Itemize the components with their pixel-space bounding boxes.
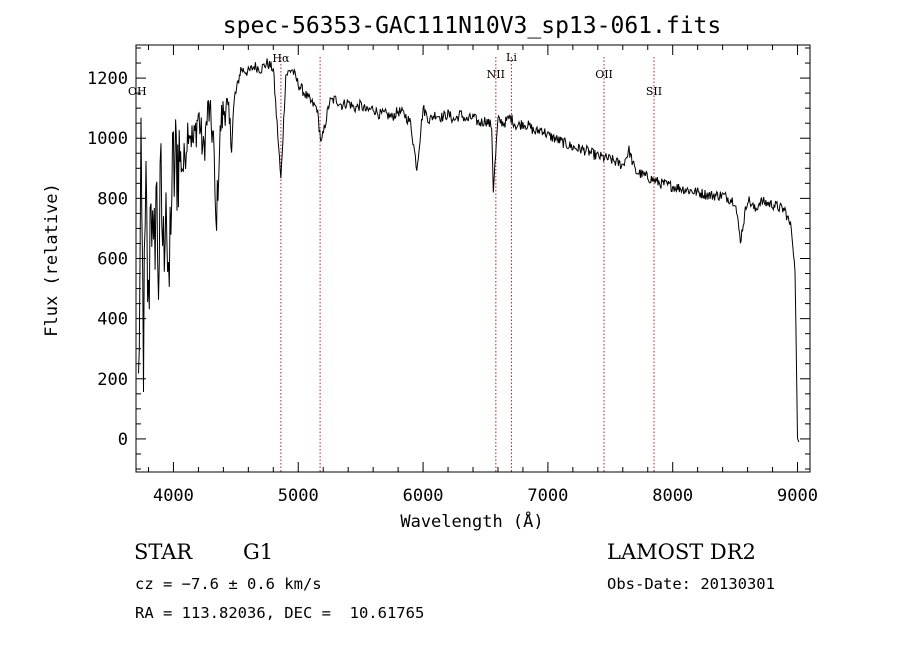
x-tick-label: 6000 — [403, 486, 444, 506]
coordinates-readout: RA = 113.82036, DEC = 10.61765 — [135, 604, 425, 622]
reference-line-label: Hα — [272, 52, 290, 65]
y-tick-label: 800 — [97, 189, 128, 209]
reference-line-label: NII — [487, 68, 505, 81]
y-tick-label: 400 — [97, 310, 128, 330]
y-tick-label: 1200 — [87, 69, 128, 89]
x-tick-label: 4000 — [153, 486, 194, 506]
spectrum-series-line — [138, 58, 800, 443]
x-tick-label: 7000 — [527, 486, 568, 506]
y-tick-labels: 0 200 400 600 800 1000 1200 — [87, 69, 128, 450]
redshift-readout: cz = −7.6 ± 0.6 km/s — [135, 575, 322, 593]
x-tick-labels: 4000 5000 6000 7000 8000 9000 — [153, 486, 818, 506]
reference-line-label: Li — [506, 51, 517, 64]
axis-ticks — [136, 45, 810, 472]
edge-line-label: OH — [128, 85, 147, 98]
y-axis-label: Flux (relative) — [42, 183, 62, 337]
data-release: LAMOST DR2 — [607, 540, 756, 564]
x-tick-label: 9000 — [777, 486, 818, 506]
reference-lines — [280, 57, 655, 472]
x-tick-label: 5000 — [278, 486, 319, 506]
observation-date: Obs-Date: 20130301 — [607, 575, 775, 593]
chart-title: spec-56353-GAC111N10V3_sp13-061.fits — [223, 13, 722, 39]
reference-line-label: OII — [595, 68, 613, 81]
y-tick-label: 600 — [97, 250, 128, 270]
y-tick-label: 1000 — [87, 129, 128, 149]
y-tick-label: 0 — [118, 430, 128, 450]
x-tick-label: 8000 — [652, 486, 693, 506]
reference-line-label: SII — [646, 85, 662, 98]
object-subclass: G1 — [243, 540, 274, 564]
plot-frame — [135, 44, 811, 473]
y-tick-label: 200 — [97, 370, 128, 390]
object-class: STAR — [134, 540, 193, 564]
x-axis-label: Wavelength (Å) — [400, 510, 543, 532]
